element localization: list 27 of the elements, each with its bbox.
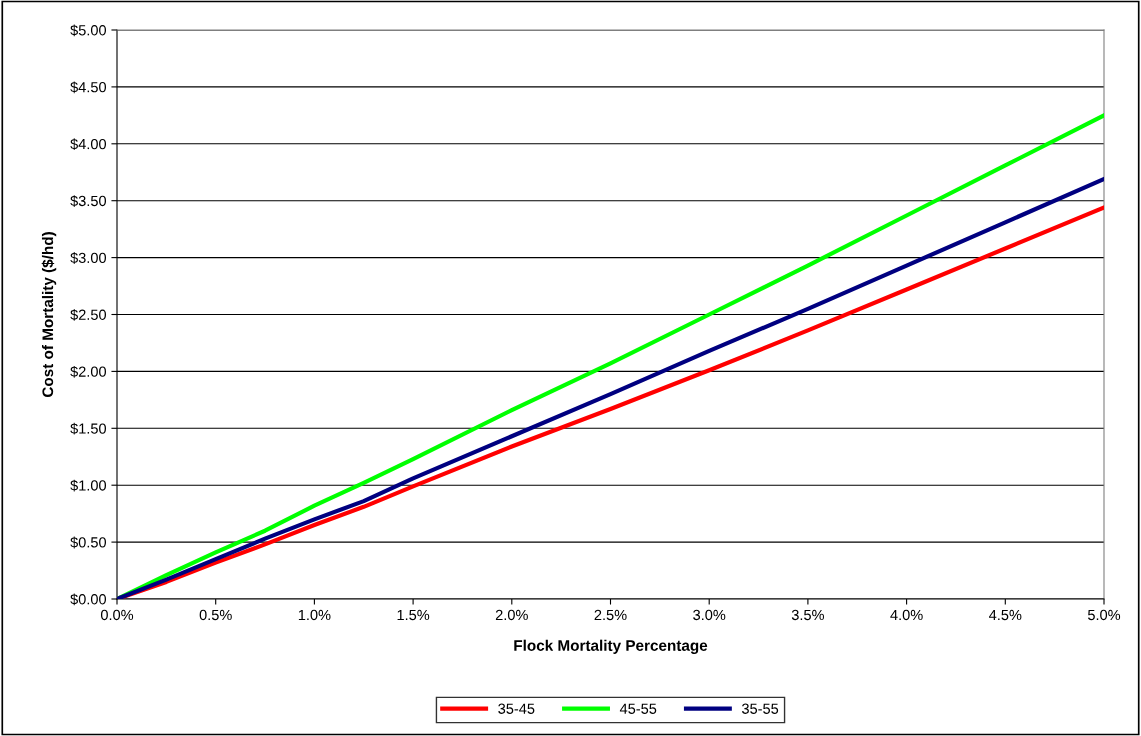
legend-label: 35-55 [741, 703, 779, 714]
y-tick-label: $2.00 [70, 365, 107, 378]
y-tick-label: $0.50 [70, 536, 107, 549]
y-axis-title: Cost of Mortality ($/hd) [41, 232, 57, 398]
x-tick-label: 0.0% [100, 609, 134, 621]
x-tick-label: 3.0% [693, 609, 726, 621]
y-tick-label: $1.50 [70, 422, 107, 435]
x-tick-label: 1.0% [298, 609, 331, 621]
y-tick-label: $3.50 [70, 195, 107, 207]
y-tick-label: $0.00 [70, 593, 107, 606]
x-tick-label: 3.5% [791, 609, 824, 621]
x-tick-label: 4.0% [890, 609, 923, 621]
x-tick-label: 5.0% [1087, 609, 1121, 621]
x-tick-label: 4.5% [989, 609, 1022, 621]
legend-label: 45-55 [619, 703, 657, 714]
x-axis-title: Flock Mortality Percentage [514, 639, 708, 654]
y-tick-label: $4.50 [70, 81, 107, 94]
y-tick-label: $4.00 [70, 138, 107, 151]
x-tick-label: 1.5% [397, 609, 430, 621]
y-tick-label: $5.00 [70, 24, 107, 37]
legend-label: 35-45 [498, 703, 535, 714]
y-tick-label: $1.00 [70, 479, 107, 492]
y-tick-label: $2.50 [70, 308, 107, 321]
x-tick-label: 2.0% [495, 609, 528, 621]
y-tick-label: $3.00 [70, 252, 107, 264]
x-tick-label: 0.5% [199, 609, 232, 621]
x-tick-label: 2.5% [594, 609, 627, 621]
